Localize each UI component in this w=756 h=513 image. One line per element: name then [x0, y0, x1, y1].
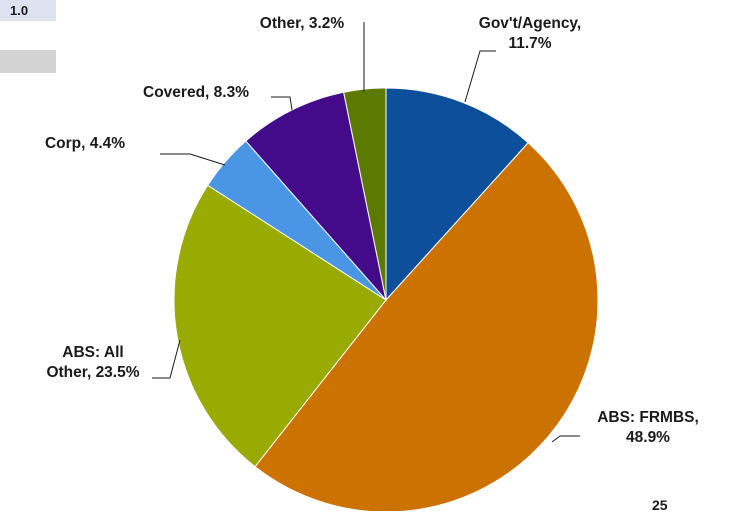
- pie-slice-gov-t-agency: [385, 87, 529, 302]
- slice-label-line: Corp, 4.4%: [45, 135, 125, 152]
- slice-label-line: Covered, 8.3%: [143, 84, 249, 101]
- slice-label-line: Gov't/Agency,: [479, 15, 581, 32]
- slice-label: Gov't/Agency, 11.7%: [479, 15, 581, 52]
- leader-line: [160, 153, 226, 166]
- leader-line: [551, 435, 580, 443]
- slice-label: Other, 3.2%: [260, 15, 345, 32]
- slice-label-line: ABS: All: [62, 344, 123, 361]
- slice-label-line: Other, 23.5%: [46, 364, 139, 381]
- slice-label: ABS: FRMBS, 48.9%: [597, 409, 699, 446]
- slice-label-line: Other, 3.2%: [260, 15, 345, 32]
- page-badge: 1.0: [0, 0, 56, 21]
- slice-label-line: 11.7%: [508, 35, 551, 52]
- pie-slices: [173, 87, 599, 511]
- pie-slice-covered: [245, 91, 387, 302]
- leader-lines: [152, 22, 580, 443]
- slice-labels: Gov't/Agency, 11.7% ABS: FRMBS, 48.9% ABS: A…: [45, 15, 699, 446]
- slice-label-line: ABS: FRMBS,: [597, 409, 699, 426]
- pie-slice-other: [343, 87, 387, 301]
- leader-line: [271, 96, 293, 111]
- slice-label: Covered, 8.3%: [143, 84, 249, 101]
- leader-line: [464, 50, 496, 103]
- slice-label: ABS: All Other, 23.5%: [46, 344, 139, 381]
- slice-label: Corp, 4.4%: [45, 135, 125, 152]
- pie-slice-abs-all-other: [173, 184, 387, 468]
- slice-label-line: 48.9%: [626, 429, 670, 446]
- pie-slice-abs-frmbs: [254, 142, 599, 511]
- page-number: 25: [652, 497, 668, 513]
- decorative-bar: [0, 50, 56, 73]
- leader-line: [152, 339, 181, 379]
